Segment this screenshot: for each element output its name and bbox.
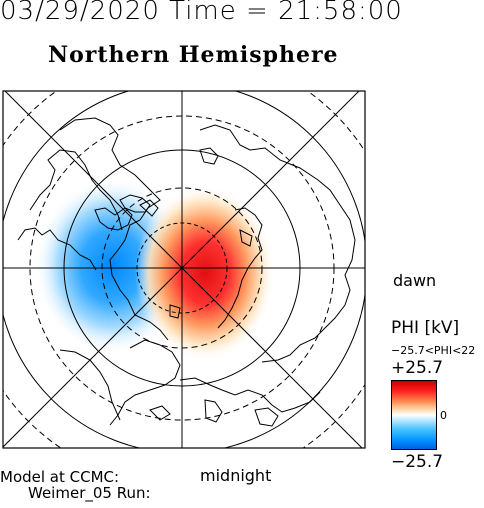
meridian-grid (3, 91, 365, 448)
model-line-1: Model at CCMC: (0, 468, 120, 486)
midnight-label: midnight (200, 466, 272, 485)
model-line-2: Weimer_05 Run: (28, 484, 151, 502)
colorbar (391, 380, 437, 450)
plot-title: Northern Hemisphere (48, 42, 339, 68)
colorbar-range: −25.7<PHI<22 (391, 344, 476, 357)
polar-map (2, 90, 366, 449)
colorbar-zero-label: 0 (440, 409, 447, 422)
colorbar-min-label: −25.7 (391, 452, 444, 472)
map-frame (2, 90, 366, 449)
colorbar-max-label: +25.7 (391, 358, 444, 378)
colorbar-title: PHI [kV] (391, 318, 460, 338)
positive-potential-cell (135, 185, 275, 361)
coastlines (17, 117, 356, 427)
date-time-header: 03/29/2020 Time = 21:58:00 (0, 0, 403, 26)
dawn-label: dawn (393, 271, 437, 290)
